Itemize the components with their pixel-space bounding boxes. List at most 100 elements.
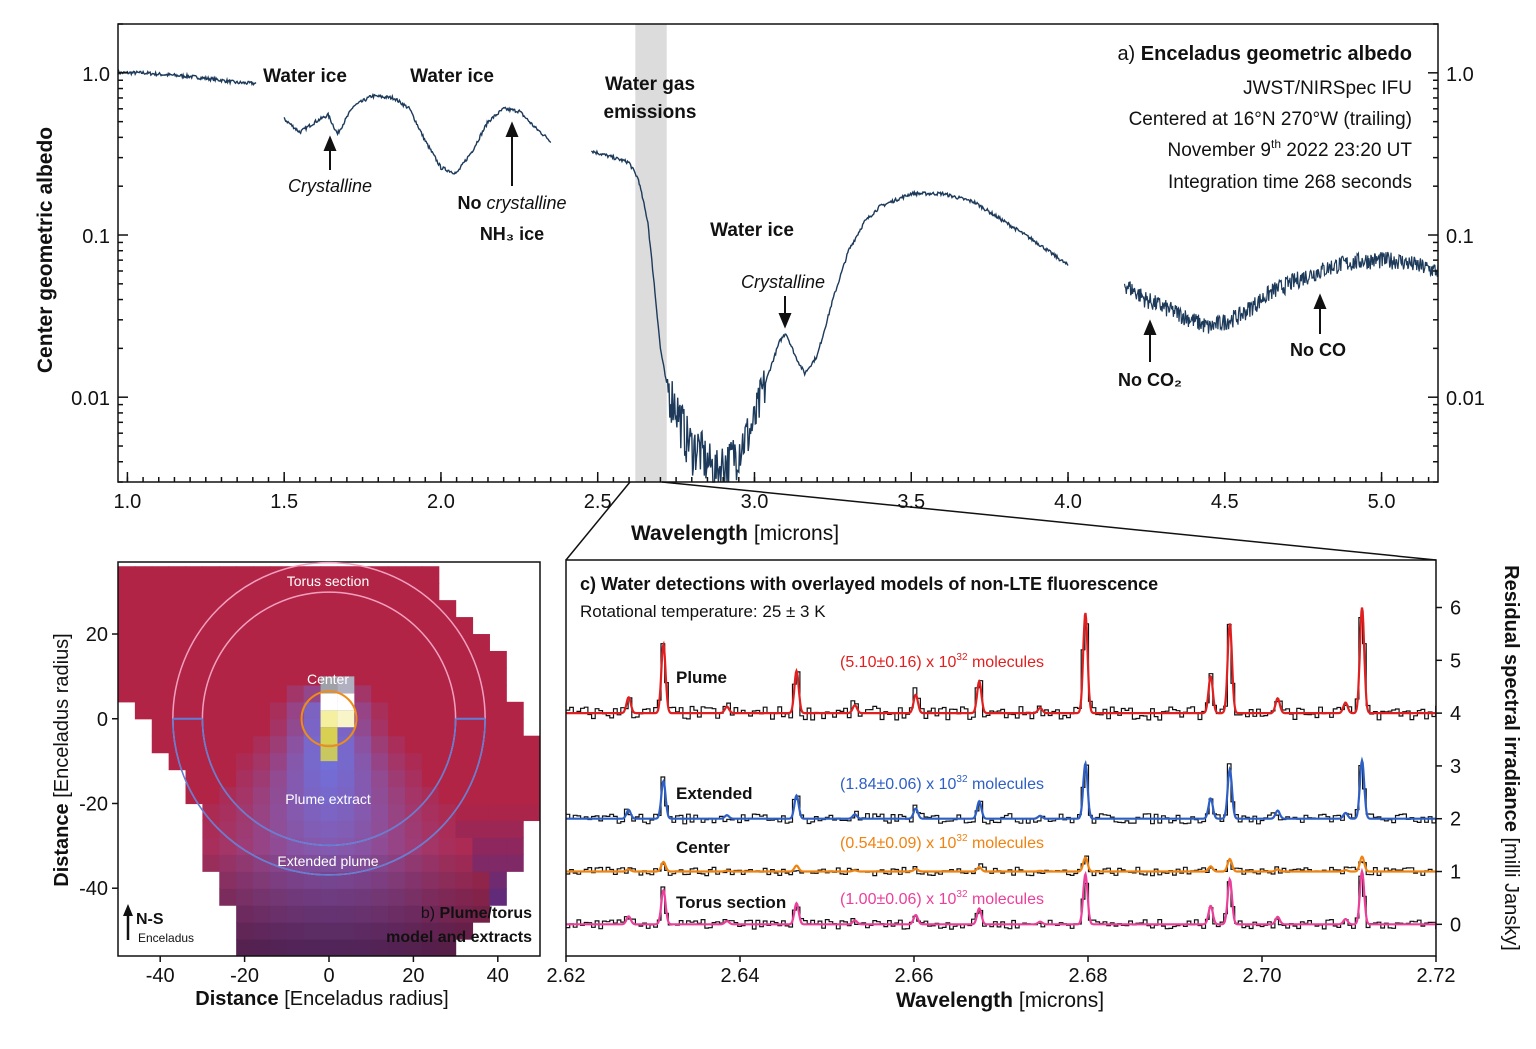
albedo-spectrum [117, 69, 1439, 483]
heatmap-cell [337, 752, 355, 771]
heatmap-cell [388, 769, 406, 788]
heatmap-cell [168, 650, 187, 669]
heatmap-cell [320, 820, 339, 838]
heatmap-cell [455, 871, 474, 889]
heatmap-cell [219, 871, 237, 889]
heatmap-cell [354, 888, 372, 906]
annot-crystalline-2: Crystalline [741, 272, 825, 292]
heatmap-cell [472, 837, 490, 855]
albedo-segment-2 [283, 92, 552, 175]
heatmap-cell [286, 922, 305, 940]
heatmap-cell [489, 854, 507, 872]
y-tick-label-b: 20 [86, 624, 108, 646]
y-tick-label-a-right: 0.1 [1446, 226, 1474, 248]
heatmap-cell [151, 701, 170, 720]
heatmap-cell [472, 701, 490, 720]
heatmap-cell [185, 769, 203, 788]
heatmap-cell [472, 820, 490, 838]
heatmap-cell [388, 939, 406, 956]
y-tick-label-c: 0 [1450, 914, 1461, 936]
annot-water-ice-1: Water ice [263, 66, 347, 87]
heatmap-cell [354, 718, 372, 737]
heatmap-cell [320, 905, 339, 923]
heatmap-cell [388, 735, 406, 754]
heatmap-cell [421, 922, 440, 940]
heatmap-cell [253, 650, 271, 669]
heatmap-cell [388, 803, 406, 822]
heatmap-cell [404, 871, 423, 889]
heatmap-cell [404, 701, 423, 720]
y-tick-label-c: 2 [1450, 809, 1461, 831]
heatmap-cell [472, 854, 490, 872]
molecules-center: (0.54±0.09) x 1032 molecules [840, 833, 1044, 852]
heatmap-cell [438, 854, 457, 872]
observed-spectrum-plume [566, 617, 1437, 721]
x-tick-label-a: 2.5 [584, 491, 612, 513]
heatmap-cell [134, 566, 153, 584]
panel-c-ticks: 2.62 2.64 2.66 2.68 2.70 2.72 0 1 2 3 4 5 6 [547, 598, 1462, 987]
heatmap-cell [303, 871, 322, 889]
heatmap-cell [489, 667, 507, 686]
heatmap-cell [421, 617, 440, 635]
heatmap-cell [354, 922, 372, 940]
heatmap-cell [286, 769, 305, 788]
y-tick-label-b: -20 [79, 793, 108, 815]
heatmap-cell [219, 803, 237, 822]
heatmap-cell [438, 803, 457, 822]
heatmap-cell [354, 684, 372, 703]
heatmap-cell [303, 701, 322, 720]
heatmap-cell [455, 752, 474, 771]
heatmap-cell [421, 583, 440, 601]
heatmap-cell [354, 803, 372, 822]
heatmap-cell [236, 786, 254, 805]
heatmap-cell [151, 634, 170, 652]
x-tick-label-c: 2.70 [1243, 965, 1282, 987]
heatmap-cell [371, 701, 389, 720]
heatmap-cell [354, 667, 372, 686]
heatmap-cell [506, 803, 524, 822]
info-integration: Integration time 268 seconds [1168, 172, 1412, 193]
north-label: N-S [136, 911, 164, 928]
heatmap-cell [354, 735, 372, 754]
annot-water-ice-2: Water ice [410, 66, 494, 87]
plume-extract-arc [201, 718, 457, 847]
heatmap-cell [134, 617, 153, 635]
heatmap-cell [337, 650, 355, 669]
heatmap-cell [320, 803, 339, 822]
heatmap-cell [404, 667, 423, 686]
heatmap-cell [455, 820, 474, 838]
heatmap-cell [337, 837, 355, 855]
heatmap-cell [337, 871, 355, 889]
heatmap-cell [303, 735, 322, 754]
label-extended-plume: Extended plume [277, 853, 378, 869]
heatmap-cell [337, 769, 355, 788]
heatmap-cell [269, 650, 288, 669]
heatmap-cell [489, 803, 507, 822]
heatmap-cell [253, 583, 271, 601]
x-tick-label-c: 2.64 [721, 965, 760, 987]
heatmap-cell [404, 718, 423, 737]
y-tick-label-b: 0 [97, 709, 108, 731]
heatmap-cell [303, 718, 322, 737]
heatmap-cell [455, 905, 474, 923]
heatmap-cell [455, 888, 474, 906]
heatmap-cell [236, 837, 254, 855]
heatmap-cell [286, 650, 305, 669]
model-spectrum-extended [566, 756, 1436, 820]
heatmap-cell [354, 854, 372, 872]
heatmap-cell [236, 871, 254, 889]
heatmap-cell [236, 854, 254, 872]
heatmap-cell [185, 566, 203, 584]
heatmap-cell [253, 667, 271, 686]
heatmap-cell [455, 634, 474, 652]
heatmap-cell [236, 718, 254, 737]
x-tick-label-c: 2.72 [1417, 965, 1456, 987]
heatmap-cell [269, 617, 288, 635]
heatmap-cell [202, 600, 220, 618]
annot-crystalline-1: Crystalline [288, 176, 372, 196]
heatmap-cell [337, 735, 355, 754]
panel-b-overlay [172, 561, 486, 876]
x-tick-label-a: 2.0 [427, 491, 455, 513]
y-tick-label-c: 4 [1450, 703, 1461, 725]
panel-c-xlabel: Wavelength [microns] [896, 989, 1104, 1012]
